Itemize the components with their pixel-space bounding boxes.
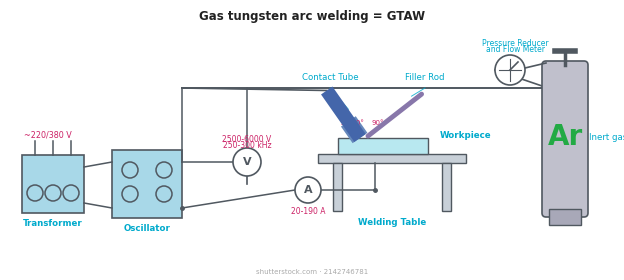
Circle shape: [295, 177, 321, 203]
Text: Filler Rod: Filler Rod: [405, 73, 445, 82]
FancyBboxPatch shape: [318, 154, 466, 163]
Text: Oscillator: Oscillator: [124, 224, 170, 233]
FancyBboxPatch shape: [442, 163, 451, 211]
Text: Transformer: Transformer: [23, 219, 83, 228]
FancyBboxPatch shape: [338, 138, 428, 154]
Text: 20-190 A: 20-190 A: [291, 207, 325, 216]
FancyBboxPatch shape: [22, 155, 84, 213]
Text: Welding Table: Welding Table: [358, 218, 426, 227]
Text: 90°: 90°: [372, 120, 384, 126]
FancyBboxPatch shape: [549, 209, 581, 225]
FancyBboxPatch shape: [112, 150, 182, 218]
Text: Pressure Reducer: Pressure Reducer: [482, 39, 548, 48]
FancyBboxPatch shape: [333, 163, 342, 211]
Text: Ar: Ar: [547, 123, 583, 151]
Text: Workpiece: Workpiece: [440, 132, 492, 141]
Circle shape: [495, 55, 525, 85]
Text: V: V: [243, 157, 251, 167]
Text: Inert gas supply: Inert gas supply: [589, 132, 624, 141]
Text: A: A: [304, 185, 313, 195]
Text: Contact Tube: Contact Tube: [301, 73, 358, 82]
Circle shape: [233, 148, 261, 176]
Text: Gas tungsten arc welding = GTAW: Gas tungsten arc welding = GTAW: [199, 10, 425, 23]
Text: 2500-6000 V: 2500-6000 V: [222, 135, 271, 144]
Text: shutterstock.com · 2142746781: shutterstock.com · 2142746781: [256, 269, 368, 275]
FancyBboxPatch shape: [542, 61, 588, 217]
Text: ~220/380 V: ~220/380 V: [24, 130, 72, 139]
Text: 20-60°: 20-60°: [340, 120, 364, 126]
Text: and Flow Meter: and Flow Meter: [485, 45, 545, 54]
Text: 250-300 kHz: 250-300 kHz: [223, 141, 271, 150]
